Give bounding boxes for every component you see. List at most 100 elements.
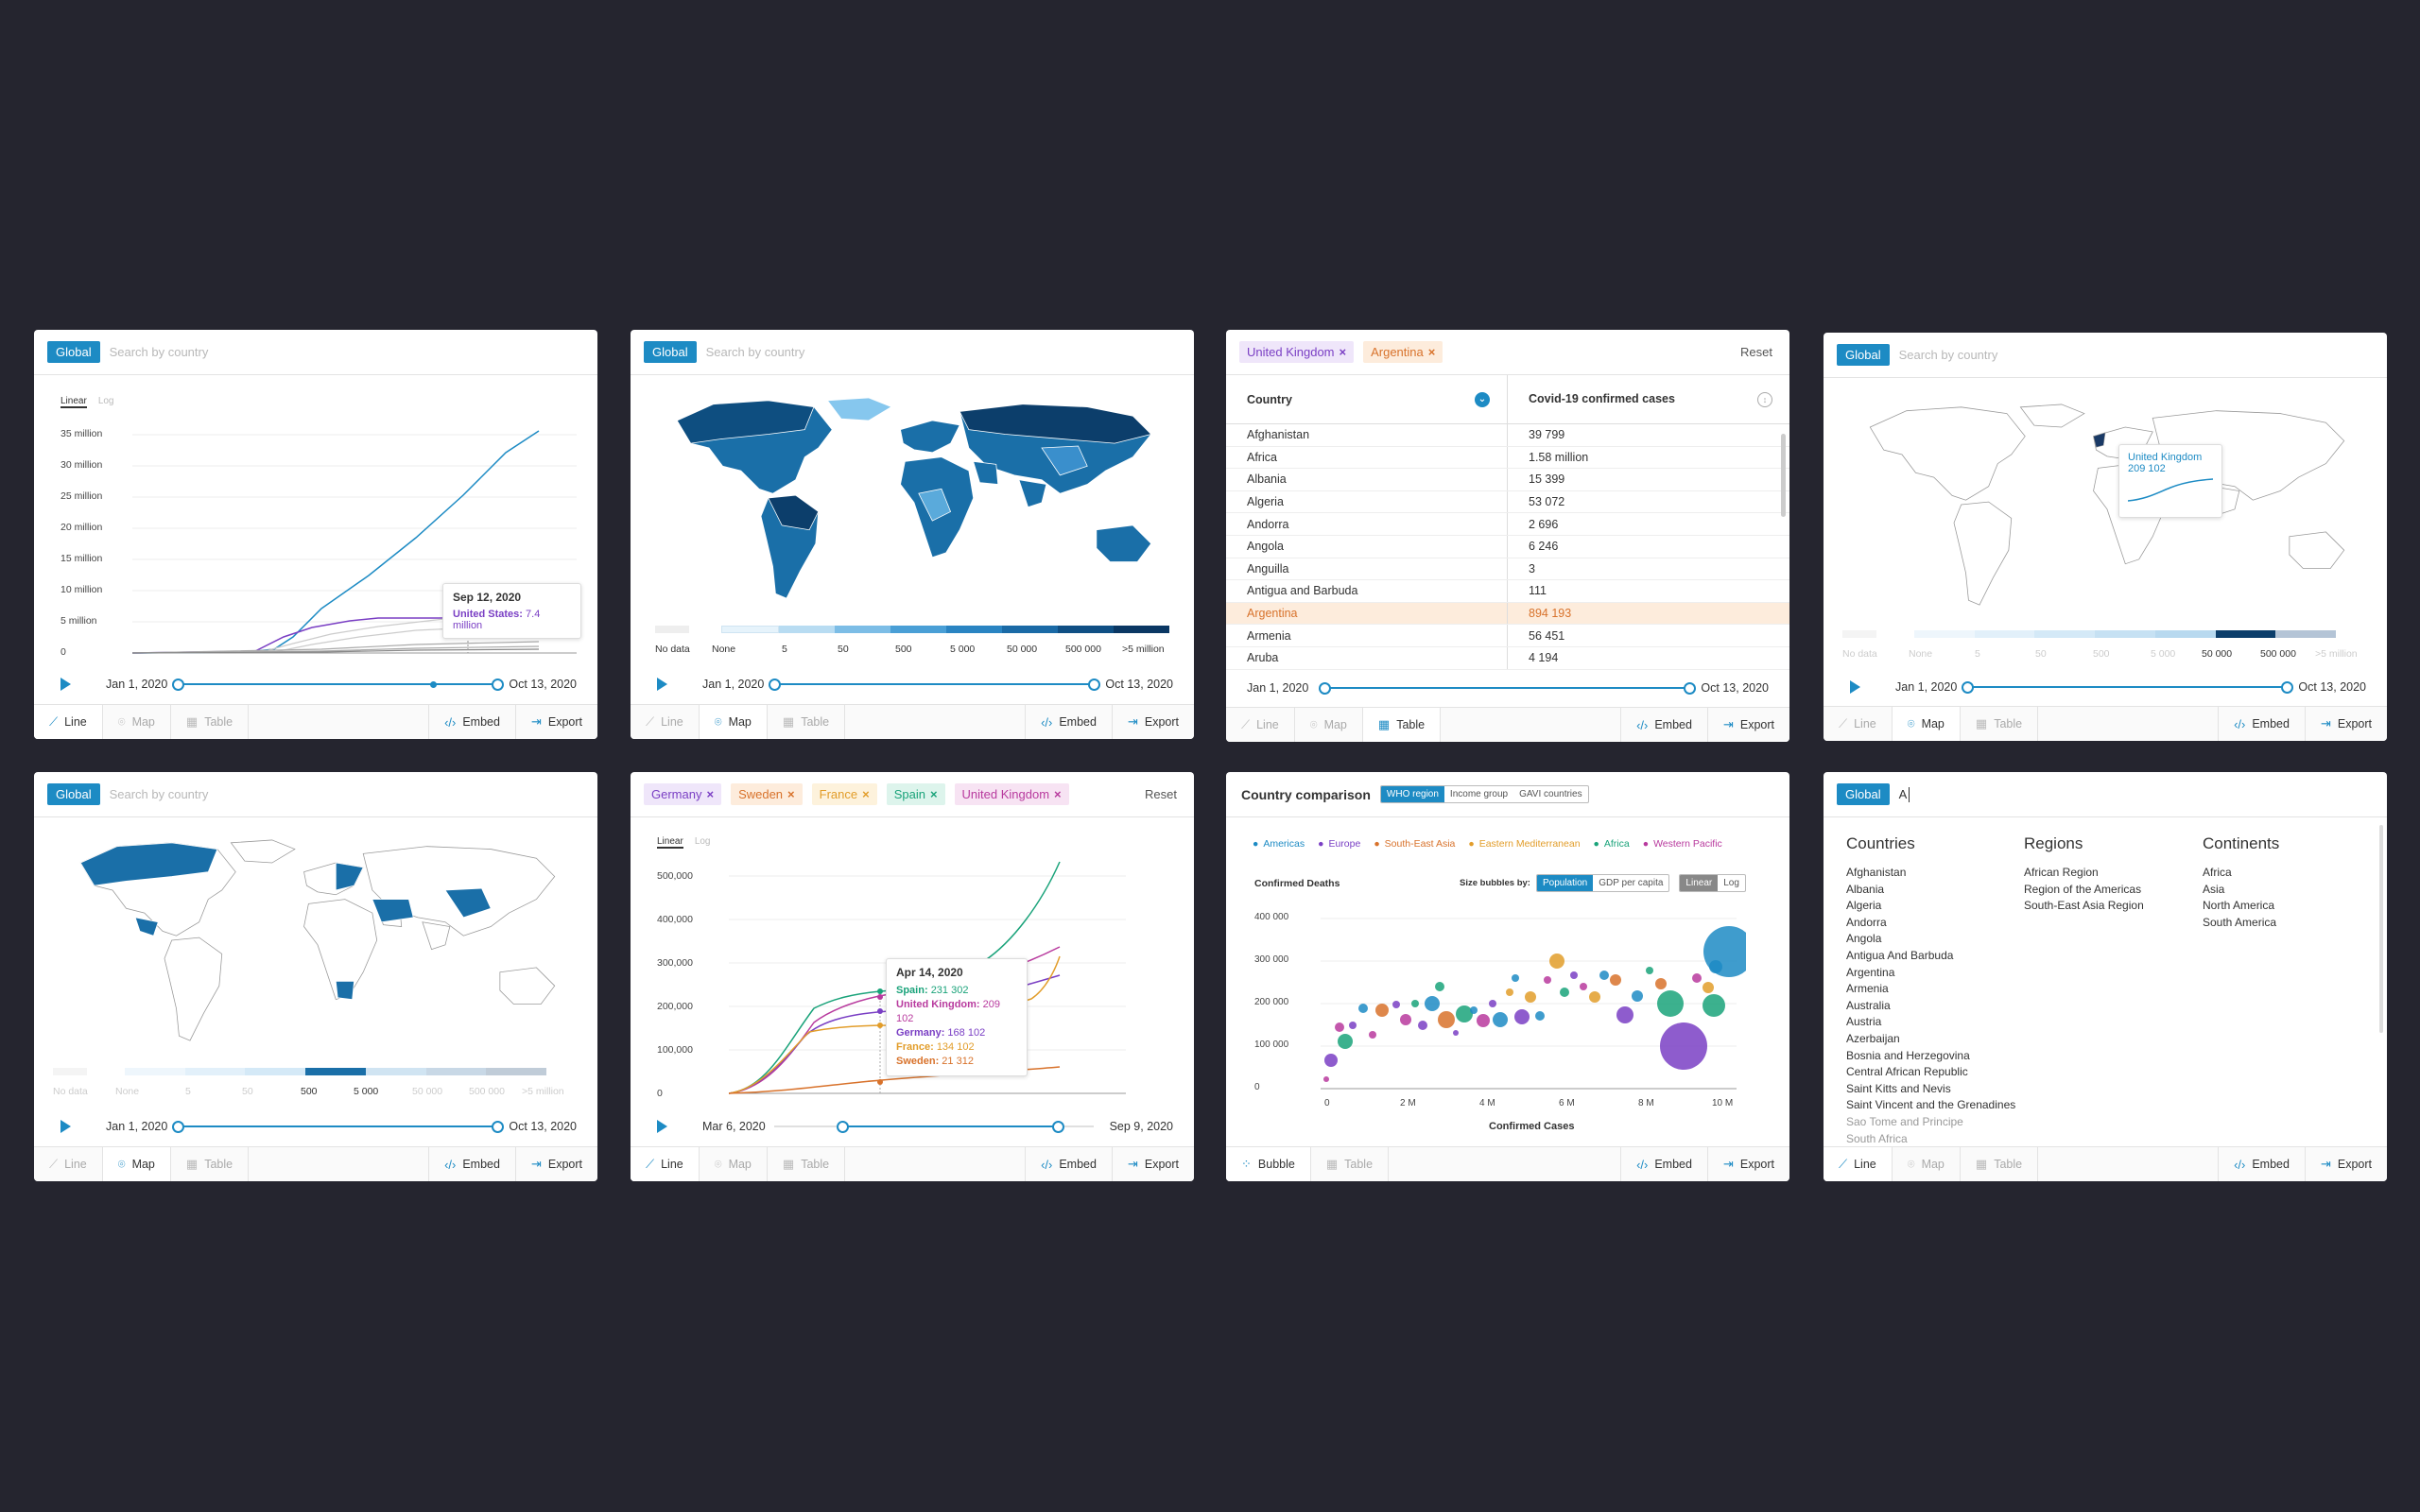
table-row[interactable]: Anguilla 3: [1226, 558, 1789, 581]
global-button[interactable]: Global: [644, 341, 697, 363]
embed-button[interactable]: ‹/› Embed: [2218, 1147, 2306, 1181]
country-chip[interactable]: Argentina ×: [1363, 341, 1443, 363]
tab-population[interactable]: Population: [1536, 875, 1594, 891]
size-tabs[interactable]: Population GDP per capita: [1535, 874, 1670, 892]
time-track[interactable]: [178, 1125, 497, 1127]
embed-button[interactable]: ‹/› Embed: [1025, 1147, 1113, 1181]
table-row[interactable]: Aruba 4 194: [1226, 646, 1789, 670]
list-item[interactable]: African Region: [2024, 866, 2099, 879]
export-button[interactable]: ⇥ Export: [2306, 1147, 2387, 1181]
close-icon[interactable]: ×: [787, 787, 795, 801]
table-row[interactable]: Argentina 894 193: [1226, 602, 1789, 626]
tab-table[interactable]: ▦ Table: [1311, 1147, 1390, 1181]
sort-icon[interactable]: ↕: [1757, 391, 1772, 407]
close-icon[interactable]: ×: [706, 787, 715, 801]
scale-tabs[interactable]: Linear Log: [1679, 874, 1746, 892]
reset-button[interactable]: Reset: [1740, 345, 1772, 359]
export-button[interactable]: ⇥ Export: [516, 1147, 597, 1181]
list-item[interactable]: South Africa: [1846, 1131, 1908, 1145]
sort-desc-icon[interactable]: ⌄: [1475, 391, 1490, 407]
start-handle[interactable]: [837, 1121, 849, 1133]
list-item[interactable]: South-East Asia Region: [2024, 899, 2144, 913]
list-item[interactable]: Sao Tome and Principe: [1846, 1114, 1963, 1128]
table-row[interactable]: Afghanistan 39 799: [1226, 424, 1789, 447]
embed-button[interactable]: ‹/› Embed: [428, 705, 516, 739]
list-item[interactable]: Algeria: [1846, 899, 1882, 913]
start-handle[interactable]: [172, 679, 184, 691]
start-handle[interactable]: [172, 1121, 184, 1133]
linear-option[interactable]: Linear: [657, 836, 683, 849]
scale-toggle[interactable]: Linear Log: [60, 396, 114, 408]
tab-income-group[interactable]: Income group: [1449, 789, 1509, 799]
list-item[interactable]: Asia: [2203, 882, 2225, 896]
play-icon[interactable]: [657, 1120, 667, 1133]
close-icon[interactable]: ×: [1427, 345, 1436, 359]
play-icon[interactable]: [1850, 680, 1860, 694]
list-item[interactable]: Central African Republic: [1846, 1065, 1968, 1079]
search-input[interactable]: Search by country: [705, 345, 805, 359]
embed-button[interactable]: ‹/› Embed: [1620, 708, 1708, 742]
search-input[interactable]: A: [1898, 787, 1908, 801]
legend-item[interactable]: Europe: [1318, 838, 1360, 850]
table-row[interactable]: Africa 1.58 million: [1226, 446, 1789, 470]
end-handle[interactable]: [2281, 681, 2293, 694]
tab-map[interactable]: ⌾ Map: [1893, 1147, 1961, 1181]
export-button[interactable]: ⇥ Export: [1113, 1147, 1194, 1181]
list-item[interactable]: Saint Vincent and the Grenadines: [1846, 1098, 2016, 1112]
world-map[interactable]: [62, 827, 573, 1054]
time-range[interactable]: [842, 1125, 1058, 1127]
list-item[interactable]: Region of the Americas: [2024, 882, 2142, 896]
list-item[interactable]: Angola: [1846, 932, 1882, 946]
embed-button[interactable]: ‹/› Embed: [2218, 707, 2306, 741]
start-handle[interactable]: [769, 679, 781, 691]
table-row[interactable]: Antigua and Barbuda 111: [1226, 580, 1789, 603]
tab-table[interactable]: ▦ Table: [1961, 707, 2039, 741]
global-button[interactable]: Global: [47, 341, 100, 363]
start-handle[interactable]: [1319, 682, 1331, 695]
export-button[interactable]: ⇥ Export: [1708, 1147, 1789, 1181]
color-legend[interactable]: [721, 626, 1169, 633]
search-input[interactable]: Search by country: [109, 787, 209, 801]
tab-line[interactable]: ⟋ Line: [1824, 707, 1893, 741]
tab-linear[interactable]: Linear: [1680, 875, 1719, 891]
export-button[interactable]: ⇥ Export: [1113, 705, 1194, 739]
close-icon[interactable]: ×: [1054, 787, 1062, 801]
scrollbar[interactable]: [2379, 825, 2383, 1033]
table-row[interactable]: Andorra 2 696: [1226, 513, 1789, 536]
linear-option[interactable]: Linear: [60, 396, 87, 408]
tab-map[interactable]: ⌾ Map: [1295, 708, 1363, 742]
tab-table[interactable]: ▦ Table: [171, 1147, 250, 1181]
tab-map[interactable]: ⌾ Map: [1892, 707, 1961, 741]
tab-table[interactable]: ▦ Table: [768, 705, 846, 739]
table-row[interactable]: Algeria 53 072: [1226, 490, 1789, 514]
list-item[interactable]: Armenia: [1846, 982, 1889, 996]
global-button[interactable]: Global: [47, 783, 100, 805]
play-icon[interactable]: [60, 1120, 71, 1133]
tab-line[interactable]: ⟋ Line: [1824, 1147, 1893, 1181]
color-legend[interactable]: [1914, 630, 2337, 638]
time-track[interactable]: [774, 683, 1094, 685]
scale-toggle[interactable]: Linear Log: [657, 836, 711, 849]
country-chip[interactable]: Sweden ×: [731, 783, 803, 805]
list-item[interactable]: Azerbaijan: [1846, 1031, 1900, 1045]
tab-map[interactable]: ⌾ Map: [103, 705, 171, 739]
country-chip[interactable]: United Kingdom ×: [1239, 341, 1355, 363]
country-chip[interactable]: France ×: [811, 783, 877, 805]
end-handle[interactable]: [1088, 679, 1100, 691]
tab-line[interactable]: ⟋ Line: [34, 705, 103, 739]
legend-item[interactable]: Eastern Mediterranean: [1468, 838, 1581, 850]
color-legend[interactable]: [125, 1068, 547, 1075]
close-icon[interactable]: ×: [1339, 345, 1347, 359]
list-item[interactable]: Saint Kitts and Nevis: [1846, 1081, 1951, 1095]
table-row[interactable]: Angola 6 246: [1226, 535, 1789, 558]
log-option[interactable]: Log: [694, 836, 711, 847]
embed-button[interactable]: ‹/› Embed: [1025, 705, 1113, 739]
time-track[interactable]: [1967, 686, 2287, 688]
list-item[interactable]: Antigua And Barbuda: [1846, 948, 1954, 962]
tab-line[interactable]: ⟋ Line: [34, 1147, 103, 1181]
tab-bubble[interactable]: ⁘ Bubble: [1226, 1147, 1311, 1181]
search-input[interactable]: Search by country: [1898, 348, 1998, 362]
tab-table[interactable]: ▦ Table: [1961, 1147, 2039, 1181]
reset-button[interactable]: Reset: [1145, 787, 1177, 801]
tab-table[interactable]: ▦ Table: [768, 1147, 846, 1181]
